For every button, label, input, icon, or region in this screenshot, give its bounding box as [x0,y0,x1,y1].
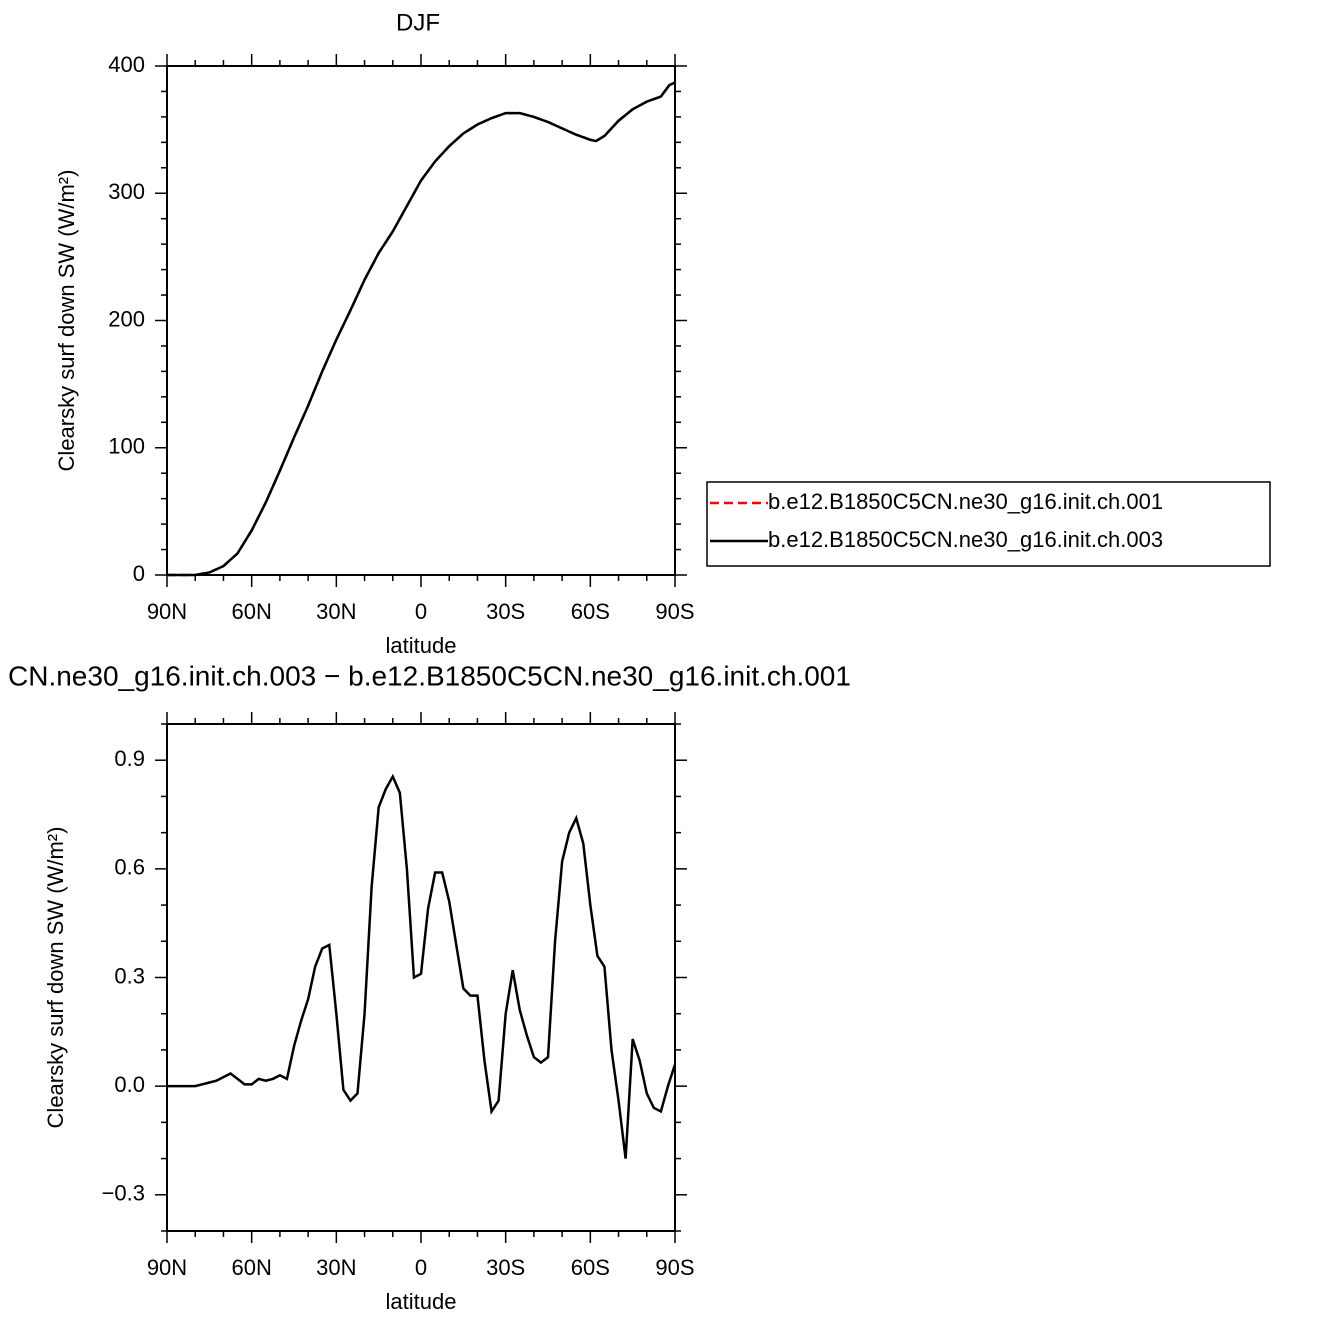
y-tick-label: 200 [108,306,145,331]
x-tick-label: 0 [415,1255,427,1280]
x-tick-label: 90S [655,1255,694,1280]
y-tick-label: 100 [108,434,145,459]
x-axis-label: latitude [386,633,457,658]
x-tick-label: 60S [571,1255,610,1280]
x-tick-label: 90S [655,599,694,624]
y-tick-label: 0.9 [114,746,145,771]
y-tick-label: −0.3 [102,1181,145,1206]
x-tick-label: 30S [486,599,525,624]
data-line [167,81,676,577]
legend-box [706,481,1271,567]
legend-label: b.e12.B1850C5CN.ne30_g16.init.ch.003 [768,527,1163,552]
legend-label: b.e12.B1850C5CN.ne30_g16.init.ch.001 [768,489,1163,514]
x-tick-label: 0 [415,599,427,624]
x-tick-label: 90N [147,1255,187,1280]
x-tick-label: 60N [231,599,271,624]
y-tick-label: 0 [133,561,145,586]
y-axis-label: Clearsky surf down SW (W/m²) [54,170,79,472]
plot-frame [166,65,676,576]
y-axis-label: Clearsky surf down SW (W/m²) [43,827,68,1129]
x-tick-label: 90N [147,599,187,624]
x-tick-label: 60N [231,1255,271,1280]
x-tick-label: 30S [486,1255,525,1280]
chart-title: CN.ne30_g16.init.ch.003 − b.e12.B1850C5C… [8,660,851,691]
y-tick-label: 0.6 [114,855,145,880]
x-tick-label: 60S [571,599,610,624]
x-tick-label: 30N [316,599,356,624]
y-tick-label: 0.3 [114,963,145,988]
y-tick-label: 400 [108,52,145,77]
chart-title: DJF [396,9,440,36]
data-line [167,81,676,577]
x-tick-label: 30N [316,1255,356,1280]
y-tick-label: 0.0 [114,1072,145,1097]
x-axis-label: latitude [386,1289,457,1314]
plot-frame [166,723,676,1232]
data-line [167,773,677,1159]
y-tick-label: 300 [108,179,145,204]
